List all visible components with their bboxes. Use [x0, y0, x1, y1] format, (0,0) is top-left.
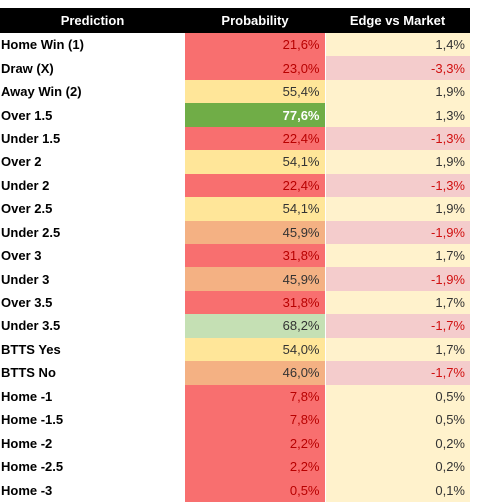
prediction-cell: Home Win (1)	[1, 37, 84, 53]
edge-cell: 1,7%	[324, 243, 470, 268]
probability-cell: 54,1%	[185, 197, 325, 221]
probability-cell: 68,2%	[185, 314, 325, 338]
probability-cell: 31,8%	[185, 290, 325, 315]
edge-cell: -1,7%	[324, 361, 470, 385]
table-row: Under 3.5 68,2% -1,7%	[0, 314, 470, 338]
edge-cell: -1,9%	[324, 267, 470, 291]
prediction-cell: Under 3	[1, 271, 50, 287]
probability-cell: 45,9%	[185, 267, 325, 291]
table-row: Under 2 22,4% -1,3%	[0, 173, 470, 198]
column-header: Probability	[185, 8, 325, 33]
probability-cell: 7,8%	[185, 408, 325, 432]
prediction-cell: BTTS Yes	[1, 341, 61, 357]
prediction-cell: Under 2	[1, 177, 50, 193]
prediction-cell: Over 2.5	[1, 201, 53, 217]
edge-cell: -1,3%	[324, 126, 470, 151]
prediction-cell: Under 1.5	[1, 130, 61, 146]
table-row: Under 2.5 45,9% -1,9%	[0, 220, 470, 244]
column-header: Prediction	[0, 8, 185, 33]
table-row: Over 2.5 54,1% 1,9%	[0, 197, 470, 221]
edge-cell: 1,3%	[324, 103, 470, 127]
column-header: Edge vs Market	[325, 8, 470, 33]
table-row: Under 3 45,9% -1,9%	[0, 267, 470, 291]
table-row: Over 1.5 77,6% 1,3%	[0, 103, 470, 127]
edge-cell: 1,7%	[324, 290, 470, 315]
prediction-cell: Over 3	[1, 248, 42, 264]
prediction-cell: Home -1	[1, 388, 53, 404]
edge-cell: -1,9%	[324, 220, 470, 244]
edge-cell: 1,9%	[324, 79, 470, 104]
predictions-table: Prediction Probability Edge vs Market Home…	[0, 8, 470, 502]
edge-cell: 1,9%	[324, 197, 470, 221]
probability-cell: 0,5%	[185, 478, 325, 502]
prediction-cell: Away Win (2)	[1, 84, 82, 100]
edge-cell: -1,7%	[324, 314, 470, 338]
edge-cell: 0,2%	[324, 454, 470, 479]
probability-cell: 55,4%	[185, 79, 325, 104]
prediction-cell: Over 2	[1, 154, 42, 170]
edge-cell: 1,7%	[324, 337, 470, 362]
prediction-cell: Home -1.5	[1, 412, 64, 428]
edge-cell: 1,4%	[324, 33, 470, 57]
table-row: BTTS Yes 54,0% 1,7%	[0, 337, 470, 362]
prediction-cell: BTTS No	[1, 365, 56, 381]
prediction-cell: Home -2	[1, 435, 53, 451]
prediction-cell: Over 1.5	[1, 107, 53, 123]
table-row: Away Win (2) 55,4% 1,9%	[0, 79, 470, 104]
probability-cell: 2,2%	[185, 454, 325, 479]
edge-cell: 0,2%	[324, 431, 470, 455]
prediction-cell: Under 2.5	[1, 224, 61, 240]
probability-cell: 45,9%	[185, 220, 325, 244]
table-row: Home -2 2,2% 0,2%	[0, 431, 470, 455]
table-row: Home -1 7,8% 0,5%	[0, 384, 470, 408]
edge-cell: -1,3%	[324, 173, 470, 198]
probability-cell: 22,4%	[185, 173, 325, 198]
probability-cell: 7,8%	[185, 384, 325, 408]
probability-cell: 77,6%	[185, 103, 325, 127]
prediction-cell: Draw (X)	[1, 60, 54, 76]
probability-cell: 2,2%	[185, 431, 325, 455]
header-row: Prediction Probability Edge vs Market	[0, 8, 470, 33]
table-header: Prediction Probability Edge vs Market	[0, 8, 470, 33]
edge-cell: 0,5%	[324, 384, 470, 408]
table-row: Draw (X) 23,0% -3,3%	[0, 56, 470, 80]
table-row: Home -2.5 2,2% 0,2%	[0, 454, 470, 479]
probability-cell: 23,0%	[185, 56, 325, 80]
table-row: Home -1.5 7,8% 0,5%	[0, 408, 470, 432]
probability-cell: 46,0%	[185, 361, 325, 385]
table-row: Under 1.5 22,4% -1,3%	[0, 126, 470, 151]
probability-cell: 21,6%	[185, 33, 325, 57]
probability-cell: 54,1%	[185, 150, 325, 174]
edge-cell: 0,5%	[324, 408, 470, 432]
table-row: Home Win (1) 21,6% 1,4%	[0, 33, 470, 57]
edge-cell: 1,9%	[324, 150, 470, 174]
table-row: Home -3 0,5% 0,1%	[0, 478, 470, 502]
prediction-cell: Under 3.5	[1, 318, 61, 334]
table-row: Over 2 54,1% 1,9%	[0, 150, 470, 174]
table-row: Over 3 31,8% 1,7%	[0, 243, 470, 268]
prediction-cell: Home -3	[1, 482, 53, 498]
probability-cell: 54,0%	[185, 337, 325, 362]
edge-cell: 0,1%	[324, 478, 470, 502]
table-row: Over 3.5 31,8% 1,7%	[0, 290, 470, 315]
table-row: BTTS No 46,0% -1,7%	[0, 361, 470, 385]
probability-cell: 31,8%	[185, 243, 325, 268]
prediction-cell: Over 3.5	[1, 295, 53, 311]
probability-cell: 22,4%	[185, 126, 325, 151]
prediction-cell: Home -2.5	[1, 459, 64, 475]
table-body: Home Win (1) 21,6% 1,4% Draw (X) 23,0% -3,3% A…	[0, 33, 470, 502]
edge-cell: -3,3%	[324, 56, 470, 80]
